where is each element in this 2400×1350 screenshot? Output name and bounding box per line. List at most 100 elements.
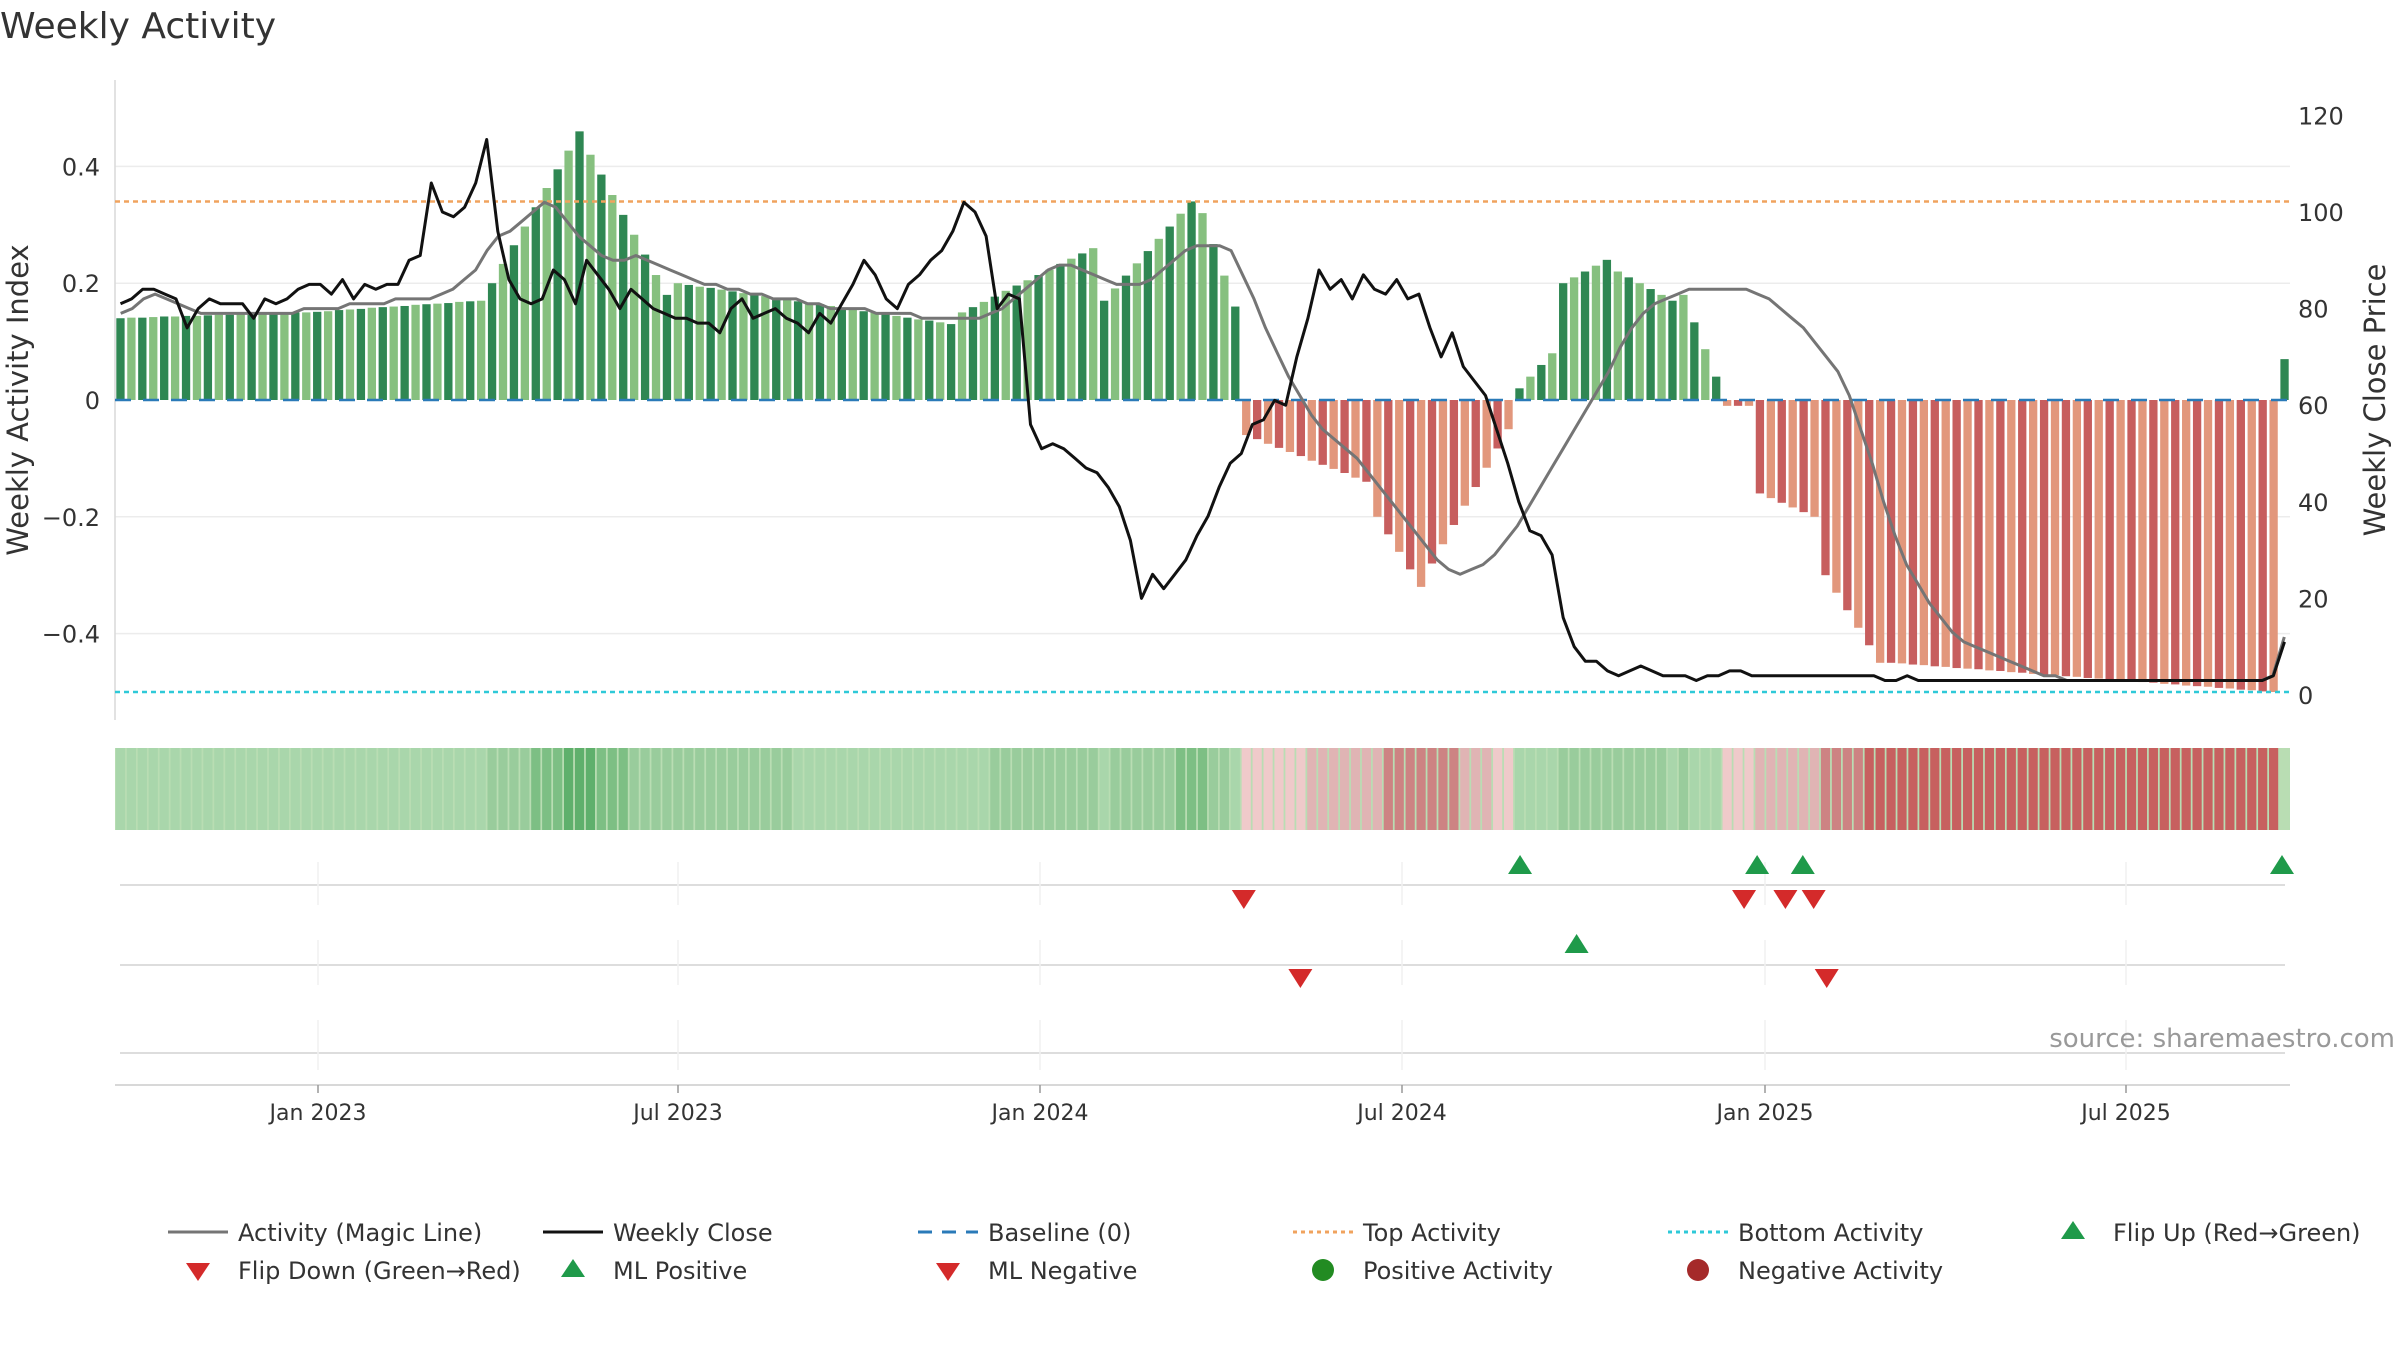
activity-bar (1591, 265, 1601, 400)
legend-item: ML Negative (936, 1257, 1137, 1285)
strip-cell (257, 748, 268, 830)
activity-bar (936, 322, 945, 400)
strip-cell (356, 748, 366, 830)
activity-bar (1777, 400, 1786, 503)
strip-cell (1372, 748, 1382, 830)
strip-cell (553, 748, 563, 830)
strip-cell (1766, 748, 1776, 830)
axis-layer: 0.4 0.2 0 −0.2 −0.4 120 100 80 60 40 20 0 (42, 102, 2344, 710)
activity-bar (586, 154, 595, 400)
strip-cell (1154, 748, 1164, 830)
activity-bar (1722, 400, 1732, 406)
strip-cell (1853, 748, 1863, 830)
activity-bar (597, 174, 606, 400)
legend-swatch (1312, 1259, 1334, 1281)
strip-cell (1733, 748, 1743, 830)
activity-bar (302, 312, 311, 400)
activity-bar (2225, 400, 2235, 689)
activity-bar (1941, 400, 1950, 667)
activity-bar (1351, 400, 1360, 478)
legend-item: Bottom Activity (1668, 1219, 1923, 1247)
activity-bar (2214, 400, 2224, 688)
strip-cell (181, 748, 191, 830)
activity-bar (1252, 400, 1262, 440)
strip-cell (2126, 748, 2137, 830)
activity-bar (1733, 400, 1743, 406)
activity-bar (761, 296, 770, 400)
strip-cell (902, 748, 912, 830)
strip-cell (542, 748, 552, 830)
strip-cell (1831, 748, 1842, 830)
strip-cell (924, 748, 934, 830)
activity-bar (1056, 263, 1065, 400)
strip-cell (1460, 748, 1470, 830)
activity-bar (1023, 280, 1032, 400)
strip-cell (1099, 748, 1109, 830)
strip-cell (432, 748, 443, 830)
legend-label: Negative Activity (1738, 1257, 1943, 1285)
y-tick-label: −0.2 (42, 504, 100, 532)
strip-cell (1547, 748, 1557, 830)
strip-cell (771, 748, 781, 830)
x-tick-label: Jul 2023 (631, 1101, 723, 1126)
strip-cell (1066, 748, 1076, 830)
strip-cell (2214, 748, 2224, 830)
strip-cell (2192, 748, 2202, 830)
activity-bar (2018, 400, 2027, 673)
activity-bar (520, 226, 530, 400)
strip-cell (1329, 748, 1339, 830)
y2-tick-label: 20 (2298, 585, 2329, 613)
legend-label: Weekly Close (613, 1219, 773, 1247)
legend-item: Flip Up (Red→Green) (2061, 1219, 2361, 1247)
activity-bar (1154, 238, 1163, 400)
legend-item: Weekly Close (543, 1219, 773, 1247)
strip-cell (640, 748, 650, 830)
activity-bar (1012, 285, 1021, 400)
strip-cell (1941, 748, 1951, 830)
activity-bar (1985, 400, 1994, 671)
activity-bar (2050, 400, 2060, 676)
strip-cell (1449, 748, 1459, 830)
activity-bar (1974, 400, 1983, 670)
line-layer (119, 138, 2286, 682)
activity-bar (1274, 400, 1284, 448)
strip-cell (247, 748, 257, 830)
activity-bar (1285, 400, 1295, 452)
strip-cell (1864, 748, 1874, 830)
activity-bar (1799, 400, 1808, 513)
activity-bar (1712, 376, 1721, 400)
activity-bar (2138, 400, 2147, 683)
activity-bar (1296, 400, 1306, 457)
activity-bar (1755, 400, 1765, 494)
strip-cell (148, 748, 158, 830)
activity-bar (2203, 400, 2213, 687)
activity-bar (170, 316, 180, 400)
activity-bar (203, 315, 213, 400)
strip-cell (2061, 748, 2071, 830)
strip-cell (1186, 748, 1197, 830)
activity-bar (2236, 400, 2245, 690)
activity-bar (334, 310, 344, 400)
activity-bar (269, 312, 278, 400)
strip-cell (1700, 748, 1710, 830)
activity-bar (160, 316, 169, 400)
strip-cell (1580, 748, 1590, 830)
strip-cell (1973, 748, 1984, 830)
strip-cell (1667, 748, 1678, 830)
y2-axis-label: Weekly Close Price (2358, 264, 2392, 537)
legend-item: Baseline (0) (918, 1219, 1131, 1247)
activity-bar (1089, 248, 1098, 400)
activity-bar (1438, 400, 1448, 545)
legend-swatch (1687, 1259, 1709, 1281)
strip-cell (2083, 748, 2093, 830)
strip-cell (2269, 748, 2279, 830)
strip-cell (706, 748, 716, 830)
strip-cell (1252, 748, 1262, 830)
activity-bar (280, 312, 289, 400)
legend-swatch (936, 1263, 960, 1281)
strip-cell (957, 748, 967, 830)
strip-cell (2258, 748, 2268, 830)
activity-bar (411, 304, 420, 400)
legend-label: Activity (Magic Line) (238, 1219, 482, 1247)
activity-bar (1176, 213, 1185, 400)
